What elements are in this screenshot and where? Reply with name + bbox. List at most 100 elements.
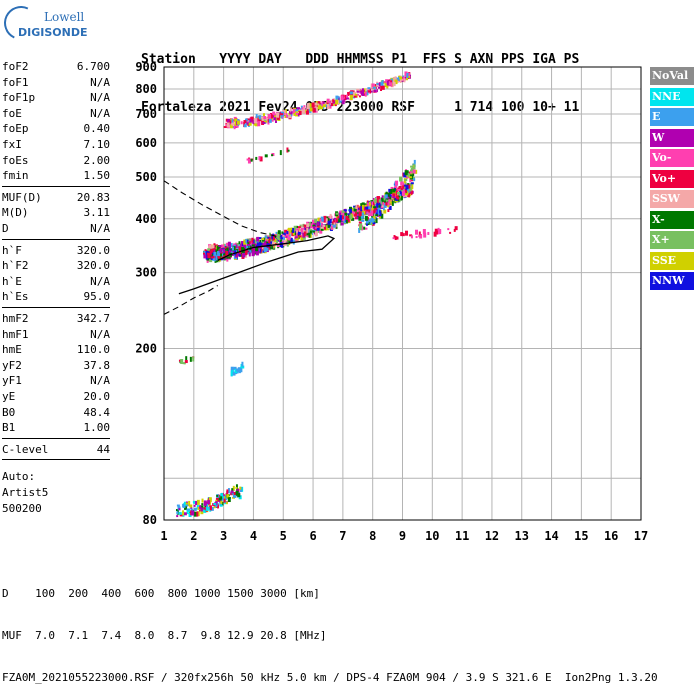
scatter-point [297,110,301,113]
scatter-point [382,198,385,204]
scatter-point [287,227,291,233]
scatter-point [396,192,400,195]
scatter-point [182,510,185,516]
scatter-point [203,502,207,506]
scatter-point [358,227,361,233]
scatter-point [212,248,216,252]
scatter-point [321,101,325,107]
scatter-point [281,231,284,234]
scatter-point [396,196,400,200]
scatter-point [313,226,316,230]
y-tick-label: 700 [135,107,157,121]
scatter-point [220,493,224,499]
legend-item-xplus: X+ [650,231,694,249]
scatter-point [185,504,189,507]
scatter-point [227,241,231,247]
scatter-point [356,88,360,93]
scatter-point [231,488,234,493]
param-key: foF1p [2,91,36,105]
scatter-point [210,506,214,511]
param-row-fof1p: foF1p N/A [2,91,110,105]
param-value: 20.0 [83,390,111,403]
scatter-point [233,367,236,370]
scatter-point [259,156,263,162]
scatter-point [399,176,403,182]
scatter-point [302,223,305,227]
param-value: 2.00 [83,153,111,167]
scatter-point [355,204,358,209]
scatter-point [256,242,260,247]
scatter-point [208,251,211,254]
scatter-point [376,198,379,204]
scatter-point [397,188,401,191]
scatter-point [410,190,413,195]
scatter-point [404,71,408,77]
scatter-point [234,255,238,258]
scatter-point [226,242,229,246]
scatter-point [212,255,216,261]
scatter-point [401,78,404,81]
scatter-point [302,232,306,238]
param-key: h`E [2,274,22,288]
param-key: h`Es [2,290,29,304]
scatter-point [288,115,292,119]
scatter-point [235,484,238,490]
scatter-point [388,205,392,210]
scatter-point [410,183,414,189]
scatter-point [322,101,325,104]
scatter-point [388,192,391,197]
scatter-point [213,506,216,509]
scatter-point [330,102,333,106]
scatter-point [207,500,211,505]
scatter-point [281,236,285,240]
scatter-point [203,254,207,259]
scatter-point [232,494,236,498]
scatter-point [347,213,351,216]
scatter-point [268,239,271,245]
scatter-point [250,117,253,120]
scatter-point [360,215,364,219]
scatter-point [325,103,328,107]
scatter-point [274,234,277,238]
scatter-point [235,486,238,489]
scatter-point [180,359,184,365]
scatter-point [284,229,288,233]
scatter-point [302,236,306,240]
scatter-point [195,501,198,506]
scatter-point [217,245,221,250]
scatter-point [361,88,364,94]
scatter-point [412,169,416,174]
scatter-point [286,241,289,247]
scatter-point [271,115,275,118]
param-value: 7.10 [83,138,111,151]
scatter-point [302,227,305,230]
scatter-point [316,104,319,107]
scatter-point [295,109,299,112]
scatter-point [317,101,321,105]
scatter-point [244,118,248,124]
scatter-point [184,504,188,510]
scatter-point [398,194,401,197]
scatter-point [205,503,208,507]
scatter-point [400,181,404,186]
scatter-point [392,82,396,87]
param-row-b0: B0 48.4 [2,406,110,420]
x-tick-label: 9 [399,529,406,543]
scatter-point [288,233,291,237]
scatter-point [407,193,411,198]
scatter-point [234,247,238,251]
scatter-point [219,247,222,253]
scatter-point [254,122,258,127]
x-tick-label: 14 [544,529,558,543]
scatter-point [182,503,186,508]
scatter-point [231,118,234,124]
scatter-cluster-es-echo [230,361,245,377]
scatter-point [239,368,243,373]
scatter-point [279,150,282,156]
scatter-point [344,213,347,216]
scatter-point [368,201,371,206]
scatter-point [222,496,226,500]
scatter-point [220,496,223,500]
scatter-point [373,209,376,214]
scatter-point [382,208,385,211]
